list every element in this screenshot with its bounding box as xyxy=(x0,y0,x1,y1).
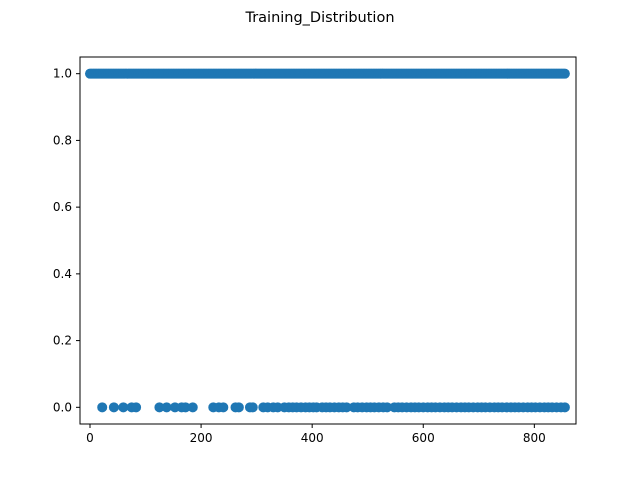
y-tick-label: 0.8 xyxy=(53,133,72,147)
y-tick-label: 1.0 xyxy=(53,67,72,81)
y-tick-label: 0.0 xyxy=(53,400,72,414)
y-axis: 0.0 0.2 0.4 0.6 0.8 1.0 xyxy=(53,67,80,414)
chart-title: Training_Distribution xyxy=(244,10,394,26)
data-point xyxy=(218,402,229,413)
data-point xyxy=(559,68,570,79)
x-axis: 0 200 400 600 800 xyxy=(86,424,546,445)
x-tick-label: 0 xyxy=(86,431,94,445)
data-point xyxy=(187,402,198,413)
x-tick-label: 800 xyxy=(523,431,546,445)
data-point xyxy=(382,402,393,413)
x-tick-label: 400 xyxy=(301,431,324,445)
points-layer xyxy=(84,68,570,413)
plot-area-frame xyxy=(79,56,577,425)
data-point xyxy=(559,402,570,413)
y-tick-label: 0.6 xyxy=(53,200,72,214)
data-point xyxy=(341,402,352,413)
data-point xyxy=(154,402,165,413)
data-point xyxy=(108,402,119,413)
y-tick-label: 0.2 xyxy=(53,334,72,348)
data-point xyxy=(131,402,142,413)
data-point xyxy=(118,402,129,413)
data-point xyxy=(247,402,258,413)
data-point xyxy=(180,402,191,413)
x-tick-label: 200 xyxy=(190,431,213,445)
y-tick-label: 0.4 xyxy=(53,267,72,281)
data-point xyxy=(97,402,108,413)
x-tick-label: 600 xyxy=(412,431,435,445)
data-point xyxy=(161,402,172,413)
data-point xyxy=(233,402,244,413)
